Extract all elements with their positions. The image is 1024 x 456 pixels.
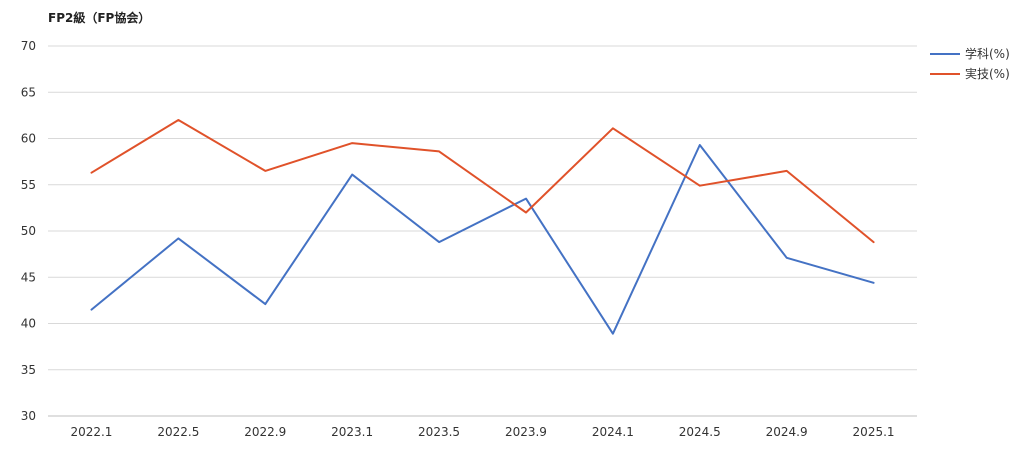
legend-label: 実技(%) (965, 66, 1010, 81)
y-tick-label: 40 (21, 317, 36, 331)
y-tick-label: 30 (21, 409, 36, 423)
data-point (263, 302, 267, 306)
data-point (263, 169, 267, 173)
data-point (176, 236, 180, 240)
y-tick-label: 70 (21, 39, 36, 53)
y-axis-ticks: 30 35 40 45 50 55 60 65 70 (21, 39, 36, 423)
data-point (611, 126, 615, 130)
legend: 学科(%) 実技(%) (930, 46, 1010, 81)
data-point (89, 308, 93, 312)
data-point (524, 197, 528, 201)
data-point (785, 169, 789, 173)
series-layer (89, 118, 876, 336)
x-tick-label: 2025.1 (853, 425, 895, 439)
x-tick-label: 2023.5 (418, 425, 460, 439)
data-point (698, 143, 702, 147)
data-point (611, 332, 615, 336)
x-tick-label: 2022.5 (157, 425, 199, 439)
x-axis-ticks: 2022.1 2022.5 2022.9 2023.1 2023.5 2023.9 2024… (70, 425, 894, 439)
x-tick-label: 2023.9 (505, 425, 547, 439)
data-point (350, 173, 354, 177)
x-tick-label: 2022.9 (244, 425, 286, 439)
y-tick-label: 55 (21, 178, 36, 192)
legend-label: 学科(%) (965, 46, 1010, 61)
data-point (437, 149, 441, 153)
grid-layer (48, 45, 917, 417)
data-point (350, 141, 354, 145)
series-line-0 (90, 144, 875, 335)
x-tick-label: 2023.1 (331, 425, 373, 439)
y-tick-label: 50 (21, 224, 36, 238)
y-tick-label: 45 (21, 270, 36, 284)
series-line-1 (90, 119, 875, 244)
data-point (89, 171, 93, 175)
x-tick-label: 2022.1 (70, 425, 112, 439)
y-tick-label: 35 (21, 363, 36, 377)
data-point (437, 240, 441, 244)
chart-title: FP2級（FP協会） (48, 10, 150, 25)
data-point (698, 184, 702, 188)
data-point (176, 118, 180, 122)
x-tick-label: 2024.1 (592, 425, 634, 439)
y-tick-label: 60 (21, 132, 36, 146)
x-tick-label: 2024.5 (679, 425, 721, 439)
x-tick-label: 2024.9 (766, 425, 808, 439)
data-point (872, 281, 876, 285)
data-point (524, 211, 528, 215)
y-tick-label: 65 (21, 85, 36, 99)
data-point (785, 256, 789, 260)
data-point (872, 240, 876, 244)
